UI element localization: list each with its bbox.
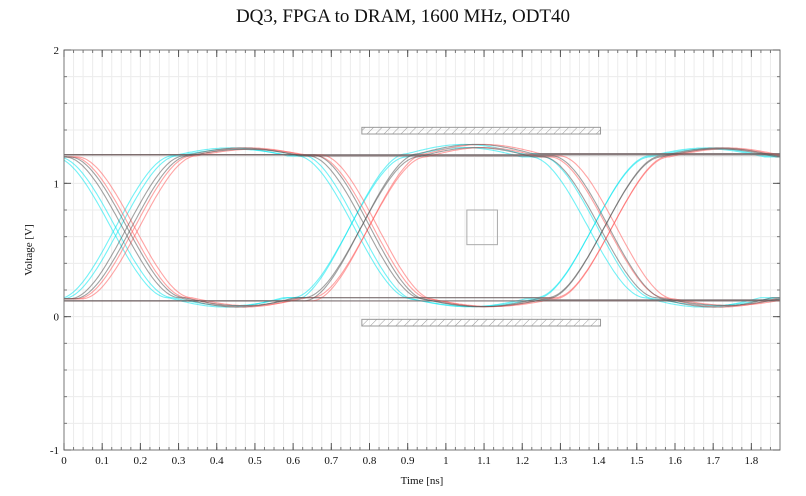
waveform-trace [63, 147, 780, 308]
x-tick-label: 1 [443, 455, 449, 467]
mask-lower-bar [361, 318, 602, 327]
y-tick-label: 2 [54, 45, 60, 57]
x-tick-label: 0.8 [363, 455, 377, 467]
axis-ticks: 0 0.1 0.2 0.3 0.4 0.5 0.6 0.7 0.8 0.9 1 1.1 1.2 1.3 1.… [50, 45, 781, 467]
x-tick-label: 0.7 [324, 455, 338, 467]
y-axis-label: Voltage [V] [23, 224, 35, 275]
waveform-trace [64, 154, 780, 308]
waveform-trace [64, 147, 780, 308]
x-tick-label: 0.3 [172, 455, 186, 467]
waveform-trace [64, 148, 781, 307]
waveform-traces [63, 143, 781, 308]
x-tick-label: 0.2 [133, 455, 147, 467]
y-tick-label: 1 [54, 178, 60, 190]
waveform-trace [64, 147, 781, 308]
x-tick-label: 1.8 [744, 455, 758, 467]
x-tick-label: 1.1 [477, 455, 491, 467]
x-tick-label: 1.6 [668, 455, 682, 467]
grid [63, 49, 781, 451]
x-tick-label: 0.4 [210, 455, 224, 467]
x-tick-label: 0.5 [248, 455, 262, 467]
x-axis-label: Time [ns] [401, 475, 444, 487]
mask-center-box [466, 209, 498, 246]
x-tick-label: 0.9 [401, 455, 415, 467]
chart-title: DQ3, FPGA to DRAM, 1600 MHz, ODT40 [235, 6, 571, 27]
x-tick-label: 0.1 [95, 455, 109, 467]
x-tick-label: 1.7 [706, 455, 720, 467]
waveform-trace [64, 154, 780, 308]
waveform-trace [64, 148, 780, 307]
x-tick-label: 1.4 [592, 455, 606, 467]
series-2 [64, 143, 781, 308]
plot-frame [63, 49, 781, 451]
y-tick-label: -1 [50, 445, 59, 457]
x-tick-label: 0.6 [286, 455, 300, 467]
x-tick-label: 1.5 [630, 455, 644, 467]
waveform-trace [64, 148, 781, 307]
x-tick-label: 1.2 [515, 455, 529, 467]
waveform-trace [64, 147, 781, 308]
series-3 [63, 143, 781, 308]
x-tick-label: 0 [61, 455, 67, 467]
waveform-trace [64, 148, 781, 307]
mask-upper-bar [361, 126, 602, 135]
x-tick-label: 1.3 [554, 455, 568, 467]
y-tick-label: 0 [54, 312, 60, 324]
waveform-trace [63, 147, 780, 308]
waveform-trace [63, 148, 780, 307]
waveform-trace [64, 154, 780, 308]
eye-mask [361, 126, 602, 327]
waveform-trace [63, 147, 780, 308]
series-1 [63, 143, 780, 308]
